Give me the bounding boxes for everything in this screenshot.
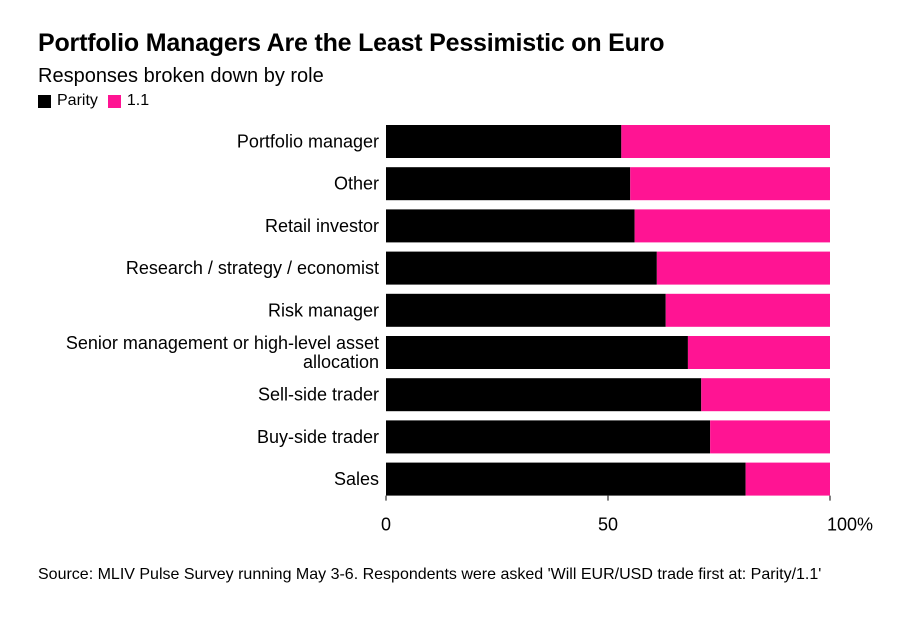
bar-parity-other [386,167,631,201]
category-label: Retail investor [265,216,379,236]
category-label: Buy-side trader [257,427,379,447]
category-label: Research / strategy / economist [126,258,379,278]
legend-swatch-1-1 [107,94,121,108]
bar-1-1-other [630,167,830,201]
legend-label-1-1: 1.1 [126,92,150,109]
bar-1-1-sell-side-trader [701,378,830,412]
x-tick-label: 50 [598,515,618,535]
x-tick-label: 100% [827,515,873,535]
bar-1-1-buy-side-trader [710,420,830,454]
bar-1-1-retail-investor [634,209,830,243]
category-label: allocation [303,352,379,372]
bar-parity-buy-side-trader [386,420,711,454]
source-note: Source: MLIV Pulse Survey running May 3-… [38,566,822,583]
bar-parity-senior-management-or-high-level-asset-allocation [386,336,688,369]
bar-1-1-portfolio-manager [621,125,830,158]
legend-item-1-1: 1.1 [107,92,150,110]
category-label: Risk manager [268,300,379,320]
legend: Parity 1.1 [38,92,159,110]
bar-1-1-sales [745,462,830,496]
bar-chart: Portfolio manager Other Retail investor Res… [66,125,873,535]
legend-label-parity: Parity [57,92,98,109]
x-tick-label: 0 [381,515,391,535]
bar-parity-portfolio-manager [386,125,622,158]
category-label: Sell-side trader [258,385,379,405]
bar-parity-retail-investor [386,209,635,243]
category-label: Portfolio manager [237,132,379,152]
category-label: Sales [334,469,379,489]
chart-subtitle: Responses broken down by role [38,65,324,87]
legend-item-parity: Parity [38,92,98,110]
bar-parity-sales [386,462,746,496]
legend-swatch-parity [38,94,51,108]
category-label: Other [334,174,379,194]
bar-parity-risk-manager [386,293,666,327]
category-label: Senior management or high-level asset [66,333,379,353]
chart-title: Portfolio Managers Are the Least Pessimi… [38,29,665,57]
bar-1-1-research-strategy-economist [656,251,830,285]
bar-1-1-risk-manager [665,293,830,327]
bar-parity-research-strategy-economist [386,251,657,285]
bar-parity-sell-side-trader [386,378,702,412]
bar-1-1-senior-management-or-high-level-asset-allocation [687,336,830,369]
